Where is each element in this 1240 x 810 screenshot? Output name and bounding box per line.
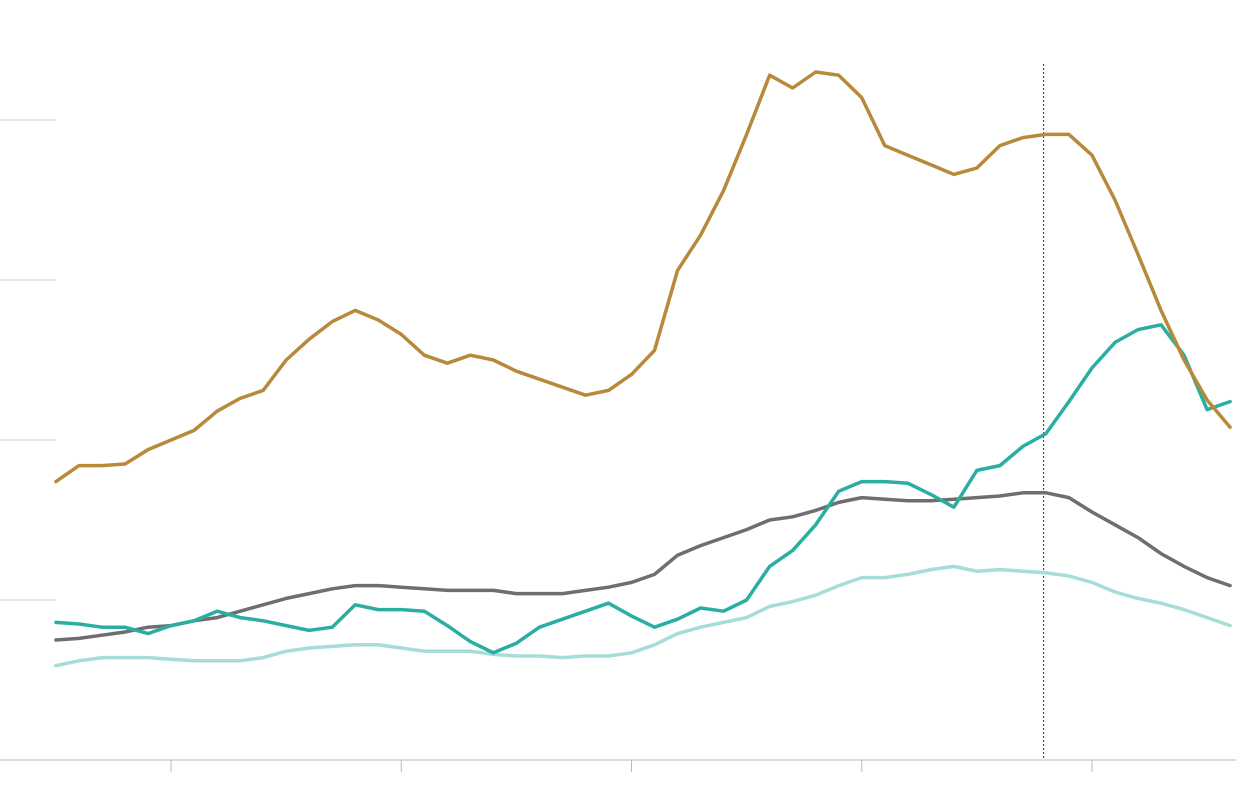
series-line (54, 564, 1232, 668)
series-line (54, 491, 1232, 642)
series-line (54, 323, 1232, 655)
series-line (54, 70, 1232, 484)
